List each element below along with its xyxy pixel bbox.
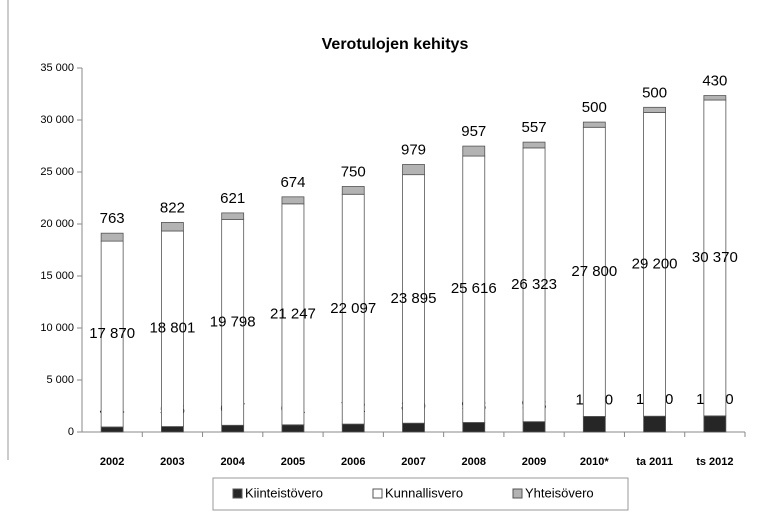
value-label: 22 097 [330,300,376,317]
legend-swatch [372,488,383,499]
value-label: 19 798 [210,313,256,330]
value-label: 750 [341,163,366,180]
x-tick-label: ta 2011 [636,456,673,468]
value-label: 979 [401,141,426,158]
bar-segment [703,415,727,433]
value-label: 957 [461,123,486,140]
bar-segment [281,196,305,205]
bar-segment [462,145,486,157]
y-tick-label: 15 000 [40,270,74,282]
value-label: 500 [642,84,667,101]
y-tick-label: 20 000 [40,218,74,230]
value-label: 30 370 [692,249,738,266]
y-tick-label: 35 000 [40,62,74,74]
bar-segment [643,415,666,433]
legend [212,477,629,511]
x-tick-label: 2009 [522,456,546,468]
bar-segment [341,186,365,195]
bar-segment [221,424,245,433]
legend-label: Kunnallisvero [385,485,463,500]
value-label: 26 323 [511,276,557,293]
bar-segment [402,422,425,433]
legend-label: Kiinteistövero [245,485,323,500]
value-label: 674 [280,174,305,191]
bar-segment [100,426,124,433]
bar-segment [582,121,606,128]
bar-segment [221,212,245,220]
x-tick-label: 2005 [281,456,305,468]
value-label: 430 [702,73,727,90]
bar-segment [582,415,606,433]
y-tick-label: 25 000 [40,166,74,178]
y-tick-label: 5 000 [46,374,74,386]
x-tick-label: 2010* [580,456,609,468]
legend-swatch [232,488,243,499]
x-tick-label: 2008 [462,456,486,468]
bar-segment [161,426,184,433]
value-label: 21 247 [270,305,316,322]
x-tick-label: 2007 [401,456,425,468]
x-tick-label: 2006 [341,456,365,468]
bar-segment [402,164,425,176]
bar-segment [100,232,124,242]
value-label: 500 [582,99,607,116]
bar-segment [703,95,727,101]
value-label: 763 [100,210,125,227]
value-label: 29 200 [632,255,678,272]
value-label: 621 [220,190,245,207]
y-tick-label: 10 000 [40,322,74,334]
bar-segment [462,422,486,433]
x-tick-label: ts 2012 [696,456,733,468]
bar-segment [643,106,666,113]
bar-segment [281,424,305,433]
bar-segment [161,222,184,232]
x-tick-label: 2002 [100,456,124,468]
x-tick-label: 2003 [160,456,184,468]
bar-segment [522,421,546,433]
bar-segment [341,423,365,433]
value-label: 25 616 [451,280,497,297]
legend-swatch [512,488,523,499]
value-label: 557 [522,119,547,136]
value-label: 18 801 [149,320,195,337]
value-label: 822 [160,199,185,216]
chart-title: Verotulojen kehitys [322,36,469,53]
bar-segment [522,141,546,149]
y-tick-label: 30 000 [40,114,74,126]
value-label: 27 800 [571,263,617,280]
value-label: 23 895 [391,290,437,307]
x-tick-label: 2004 [220,456,245,468]
value-label: 17 870 [89,325,135,342]
y-tick-label: 0 [68,426,74,438]
legend-label: Yhteisövero [525,485,594,500]
